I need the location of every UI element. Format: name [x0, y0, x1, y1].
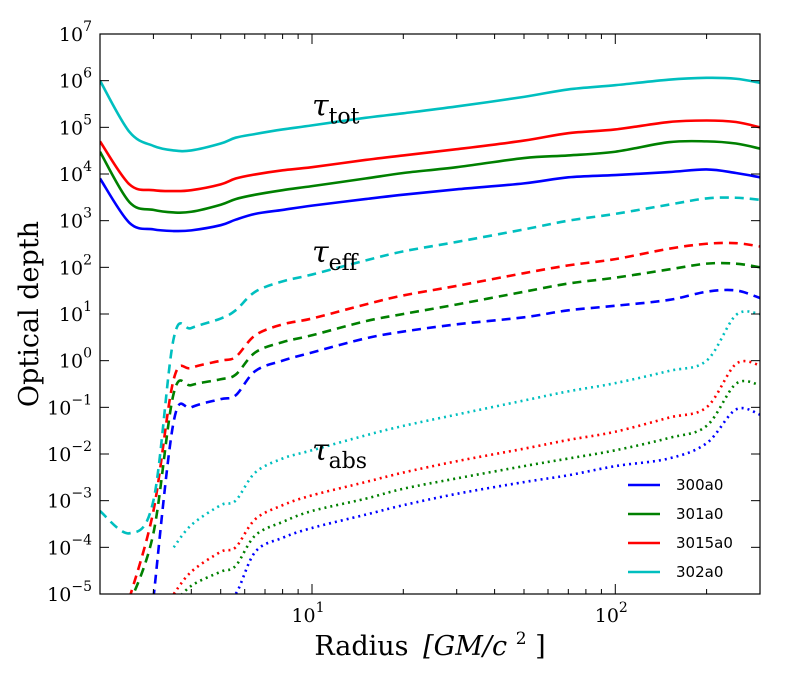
legend: 300a0 301a0 3015a0 302a0: [628, 476, 733, 581]
x-axis-title-unit-sup: 2: [516, 629, 527, 649]
y-tick-label: 10−3: [47, 486, 92, 513]
annotation-layer: τtot τeff τabs: [312, 88, 367, 473]
x-axis-title: Radius [GM/c 2 ]: [314, 620, 545, 662]
legend-label-302a0: 302a0: [676, 563, 723, 581]
y-tick-label: 100: [59, 346, 92, 373]
x-axis-title-unit: [GM/c: [423, 631, 507, 662]
series-line-300a0-abs: [233, 406, 760, 594]
tau-tot-label: τtot: [312, 88, 360, 129]
x-axis-title-unit-end: ]: [535, 631, 546, 662]
series-line-302a0-abs: [172, 310, 760, 549]
y-tick-label: 102: [59, 252, 92, 279]
series-line-3015a0-eff: [129, 241, 760, 594]
y-tick-label: 105: [59, 112, 92, 139]
x-tick-label: 101: [291, 600, 324, 627]
series-line-302a0-tot: [100, 76, 760, 153]
series-line-301a0-tot: [100, 139, 760, 215]
x-axis-title-main: Radius: [314, 631, 408, 662]
legend-label-301a0: 301a0: [676, 505, 723, 523]
y-tick-label: 104: [59, 159, 92, 186]
y-tick-label: 10−4: [47, 532, 92, 559]
x-tick-label: 102: [595, 600, 628, 627]
legend-label-3015a0: 3015a0: [676, 534, 733, 552]
y-tick-label: 10−2: [47, 439, 92, 466]
series-line-300a0-tot: [100, 168, 760, 233]
tau-abs-label: τabs: [312, 433, 367, 474]
series-line-300a0-eff: [152, 288, 760, 594]
y-tick-label: 101: [59, 299, 92, 326]
y-tick-label: 10−1: [47, 392, 92, 419]
y-tick-label: 10−5: [47, 579, 92, 606]
y-tick-label: 107: [59, 19, 92, 46]
y-tick-label: 106: [59, 66, 92, 93]
tau-eff-label: τeff: [312, 235, 359, 276]
series-line-302a0-eff: [100, 196, 760, 535]
y-axis-title: Optical depth: [14, 221, 45, 407]
y-tick-label: 103: [59, 206, 92, 233]
plot-frame: [99, 33, 761, 595]
series-line-301a0-eff: [132, 261, 760, 594]
legend-label-300a0: 300a0: [676, 476, 723, 494]
series-line-3015a0-tot: [100, 119, 760, 193]
plot-area: [100, 34, 760, 594]
series-line-3015a0-abs: [172, 359, 760, 594]
tick-layer: 107 106 105 104 103 102 101 100 10−1 10−2 10−3 10−4…: [47, 19, 761, 627]
series-layer: [100, 76, 760, 594]
